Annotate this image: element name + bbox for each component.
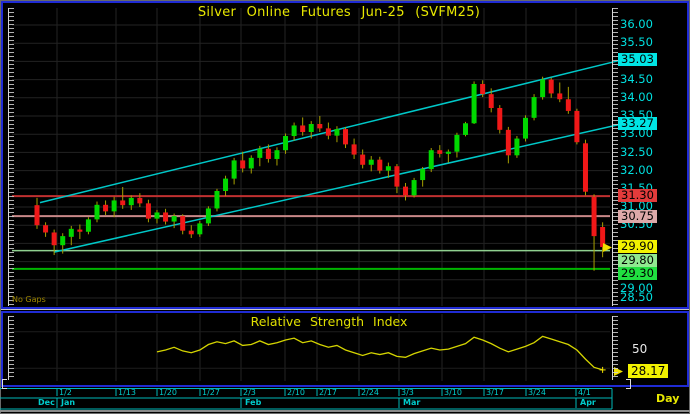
candle-body-2/3: [231, 160, 237, 179]
candle-body-1/15: [128, 197, 134, 206]
rsi-level-50-label: 50: [632, 342, 648, 356]
candle-body-2/18: [317, 124, 323, 129]
candle-body-3/3: [394, 166, 400, 187]
candle-body-1/9: [94, 204, 100, 220]
candle-body-2/6: [257, 148, 263, 158]
candle-body-3/27: [548, 79, 554, 94]
candle-body-3/12: [454, 134, 460, 152]
candle-body-12/30: [34, 205, 40, 226]
candle-body-3/6: [420, 169, 426, 181]
candle-body-2/11: [283, 136, 289, 151]
current-price-arrow: [603, 243, 612, 252]
candle-body-1/23: [171, 216, 177, 222]
candle-body-1/27: [188, 230, 194, 235]
rsi-ruler-right[interactable]: [612, 316, 618, 380]
candle-body-3/31: [565, 99, 571, 111]
candle-body-1/10: [103, 204, 109, 212]
scroll-range-start-handle[interactable]: [2, 379, 7, 389]
candle-body-1/29: [205, 208, 211, 224]
candle-body-3/13: [463, 123, 468, 135]
candle-body-3/28: [557, 93, 563, 100]
candle-body-3/11: [445, 151, 451, 154]
candle-body-2/21: [343, 129, 349, 145]
candle-body-2/7: [265, 148, 271, 159]
candle-body-2/12: [291, 125, 297, 137]
candle-body-3/7: [428, 150, 434, 170]
candle-body-2/20: [334, 129, 340, 136]
candle-body-3/24: [522, 117, 528, 139]
candle-body-2/10: [274, 150, 280, 159]
panel-divider: [1, 309, 689, 310]
candle-body-1/14: [120, 200, 126, 206]
trend-channel-lower[interactable]: [53, 123, 621, 253]
rsi-current-value-badge: 28.17: [628, 364, 669, 378]
chart-title: Silver Online Futures Jun-25 (SVFM25): [197, 5, 481, 20]
candle-body-2/4: [240, 160, 246, 169]
candle-body-4/2: [582, 143, 588, 192]
candle-body-3/18: [488, 94, 494, 108]
rsi-panel[interactable]: [1, 311, 689, 387]
candle-body-2/19: [325, 128, 331, 136]
candle-body-4/4: [600, 227, 606, 248]
candle-body-3/19: [497, 107, 503, 130]
candle-body-2/14: [308, 124, 314, 133]
rsi-title: Relative Strength Index: [250, 314, 408, 329]
candle-body-1/2: [51, 232, 57, 246]
candle-body-1/28: [197, 223, 203, 235]
candle-body-2/25: [360, 154, 366, 165]
candle-body-3/14: [471, 83, 477, 124]
candle-body-1/17: [145, 203, 151, 219]
candle-body-3/21: [514, 138, 520, 156]
candle-body-12/31: [43, 225, 49, 233]
candle-body-4/1: [574, 110, 580, 143]
candle-body-2/24: [351, 144, 357, 155]
rsi-line: [156, 335, 603, 371]
candle-body-1/24: [180, 216, 186, 231]
candle-body-2/13: [300, 125, 306, 133]
price-chart-panel[interactable]: [1, 1, 689, 309]
candle-body-2/5: [248, 157, 254, 169]
candle-body-3/25: [531, 97, 537, 118]
candle-body-2/26: [368, 159, 374, 165]
timeframe-label: Day: [656, 392, 680, 405]
candle-body-1/13: [111, 200, 117, 212]
no-gaps-label: No Gaps: [12, 295, 46, 304]
window-bottom-edge: [0, 410, 690, 412]
candle-body-1/21: [154, 212, 160, 219]
candle-body-3/17: [480, 83, 486, 95]
candle-body-1/31: [223, 178, 229, 191]
candle-body-1/6: [68, 228, 74, 237]
candle-body-2/28: [385, 166, 391, 171]
candle-body-1/7: [77, 229, 83, 232]
candle-body-1/30: [214, 190, 220, 209]
candle-body-3/26: [540, 79, 546, 98]
candle-body-1/16: [137, 197, 143, 204]
candle-body-3/5: [411, 180, 417, 196]
rsi-ruler-left[interactable]: [8, 316, 14, 380]
scroll-range-end-handle[interactable]: [626, 379, 631, 389]
candle-body-1/8: [85, 219, 91, 232]
candle-body-4/3: [591, 196, 597, 237]
candle-body-3/10: [437, 150, 443, 154]
candle-body-2/27: [377, 159, 383, 171]
price-ruler-right[interactable]: [612, 8, 618, 306]
candle-body-1/22: [163, 212, 169, 222]
candle-body-3/20: [505, 129, 511, 156]
candle-body-1/3: [60, 236, 66, 246]
price-ruler-left[interactable]: [8, 8, 14, 306]
candle-body-3/4: [403, 186, 409, 196]
